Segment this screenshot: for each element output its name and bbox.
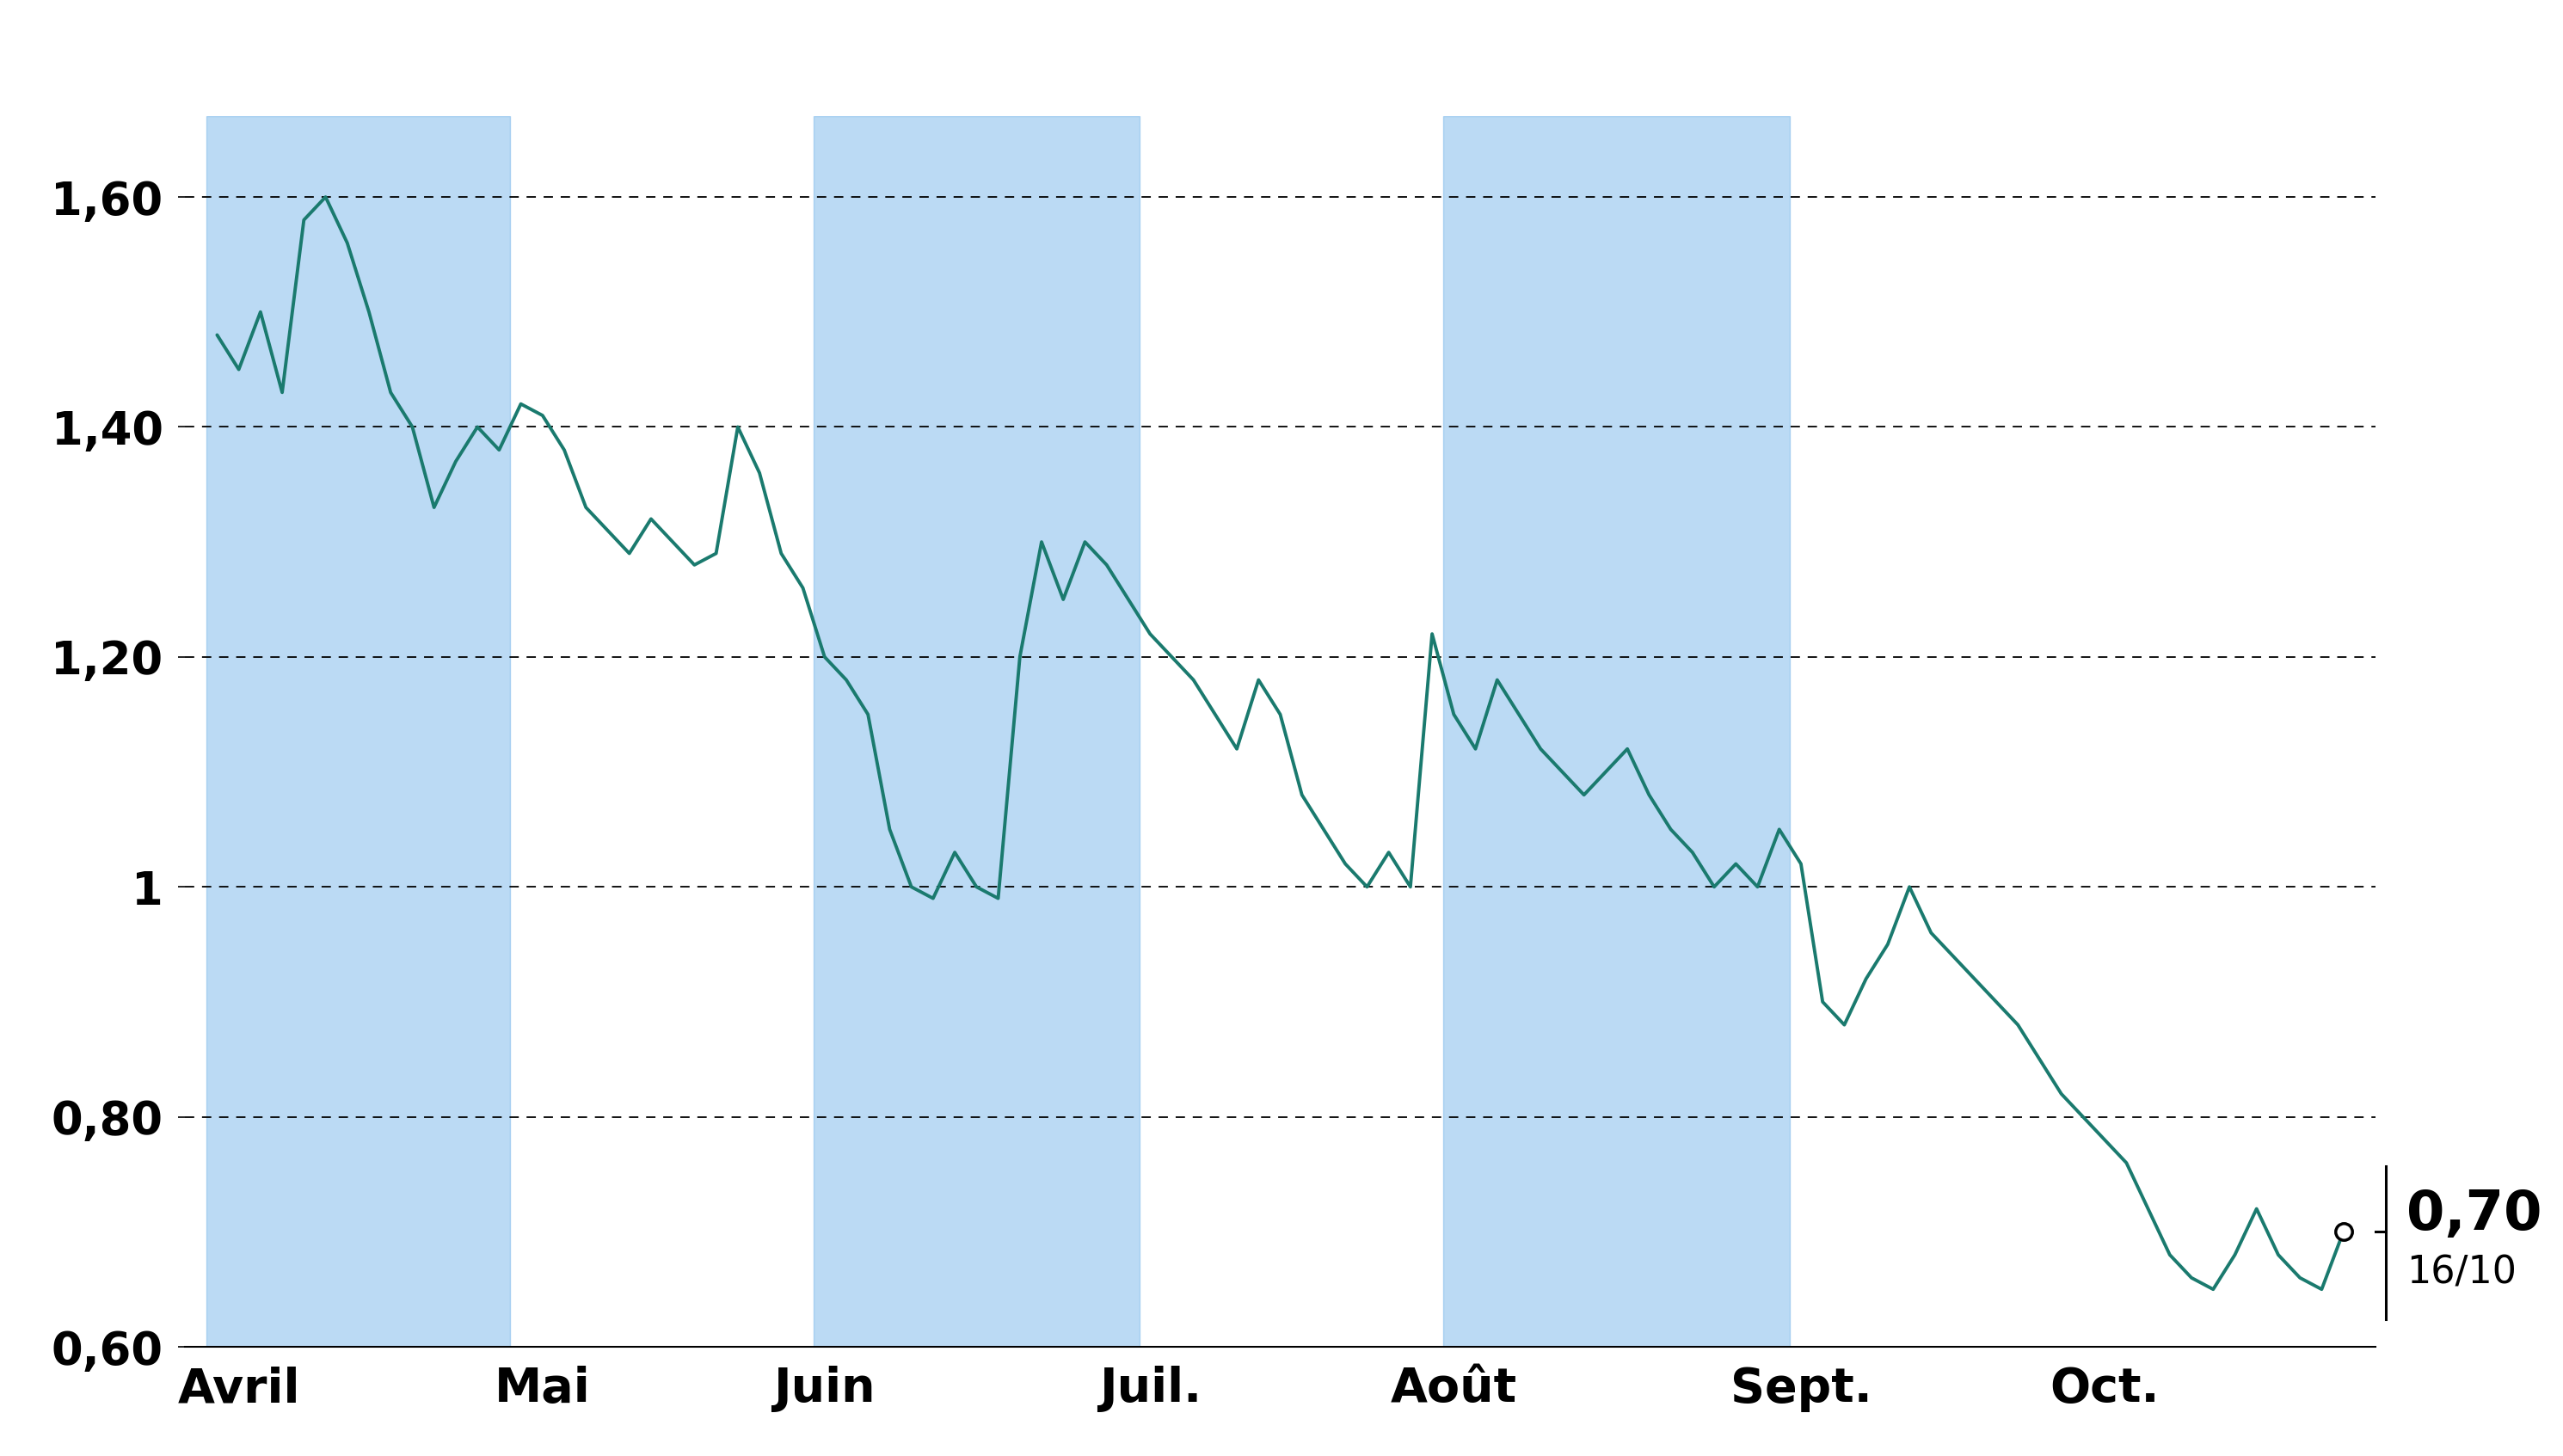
Bar [1443, 116, 1789, 1347]
Text: Engine Gaming and Media, Inc.: Engine Gaming and Media, Inc. [528, 22, 2035, 106]
Text: 0,70: 0,70 [2407, 1188, 2542, 1241]
Bar [205, 116, 510, 1347]
Text: 16/10: 16/10 [2407, 1254, 2517, 1291]
Bar [812, 116, 1138, 1347]
